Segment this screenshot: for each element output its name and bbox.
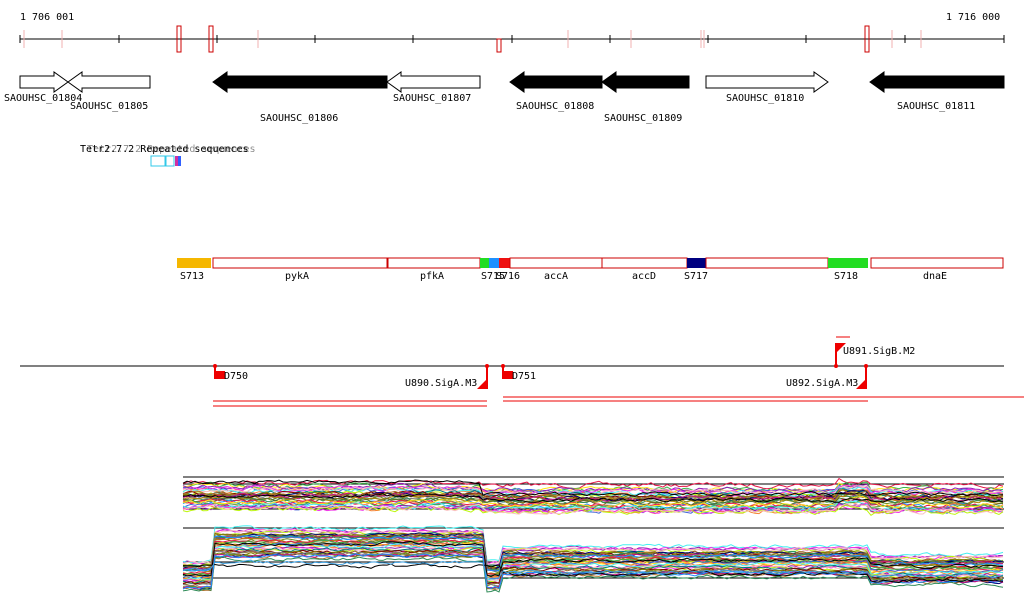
promoter-label: U891.SigB.M2 xyxy=(843,346,915,357)
segment-box[interactable] xyxy=(177,258,211,268)
gene-saouhsc_01805[interactable]: SAOUHSC_01805 xyxy=(67,71,151,112)
gene-saouhsc_01810[interactable]: SAOUHSC_01810 xyxy=(705,71,829,104)
ruler-hotspot-mark[interactable] xyxy=(496,38,502,53)
gene-arrow[interactable] xyxy=(869,71,1005,93)
coordinate-ruler xyxy=(19,25,1005,53)
gene-label: SAOUHSC_01811 xyxy=(897,101,975,112)
segment-s713[interactable]: S713 xyxy=(177,258,211,282)
segment-box[interactable] xyxy=(687,258,706,268)
segment-label: accA xyxy=(544,271,568,282)
repeat-box[interactable] xyxy=(175,156,178,166)
promoter-track: D750 U890.SigA.M3 D751 U891.SigB.M2 U892.Sig… xyxy=(20,336,1024,407)
axis-start-label: 1 706 001 xyxy=(20,12,75,23)
segment-box[interactable] xyxy=(499,258,510,268)
gene-arrow[interactable] xyxy=(67,71,151,93)
segment-box[interactable] xyxy=(705,257,829,269)
gene-saouhsc_01811[interactable]: SAOUHSC_01811 xyxy=(869,71,1005,112)
gene-saouhsc_01804[interactable]: SAOUHSC_01804 xyxy=(4,71,82,104)
segment-label: pykA xyxy=(285,271,309,282)
promoter-label: U892.SigA.M3 xyxy=(786,378,858,389)
promoter-d751[interactable]: D751 xyxy=(501,364,536,382)
segment-s716[interactable]: S716 xyxy=(496,258,520,282)
segment-label: S713 xyxy=(180,271,204,282)
segment-box[interactable] xyxy=(489,258,499,268)
promoter-label: U890.SigA.M3 xyxy=(405,378,477,389)
gene-label: SAOUHSC_01807 xyxy=(393,93,471,104)
ruler-ticks xyxy=(19,35,1005,43)
gene-label: SAOUHSC_01808 xyxy=(516,101,594,112)
gene-label: SAOUHSC_01805 xyxy=(70,101,148,112)
repeat-box[interactable] xyxy=(178,156,181,166)
segment-label: S715 xyxy=(481,271,505,282)
expression-lines xyxy=(182,477,1004,593)
repeat-track: Tetr2.7.2 Repeated sequences Tetr2.7.2 R… xyxy=(80,144,256,167)
segment-box[interactable] xyxy=(212,257,388,269)
segment-dnae[interactable]: dnaE xyxy=(870,257,1004,282)
ruler-hotspots xyxy=(23,25,922,53)
segment-s715[interactable]: S715 xyxy=(480,258,505,282)
promoter-u891-sigb-m2[interactable]: U891.SigB.M2 xyxy=(834,343,915,368)
repeat-label-overlap: Tetr2.7.2 Repeated sequences xyxy=(87,144,256,155)
gene-saouhsc_01809[interactable]: SAOUHSC_01809 xyxy=(601,71,690,124)
segment-label: S716 xyxy=(496,271,520,282)
ruler-hotspot-mark[interactable] xyxy=(176,25,182,53)
promoter-u892-siga-m3[interactable]: U892.SigA.M3 xyxy=(786,364,868,389)
gene-label: SAOUHSC_01804 xyxy=(4,93,82,104)
ruler-hotspot-mark[interactable] xyxy=(208,25,214,53)
segment-acca[interactable]: accA xyxy=(509,257,603,282)
gene-saouhsc_01808[interactable]: SAOUHSC_01808 xyxy=(509,71,603,112)
segment-box[interactable] xyxy=(828,258,868,268)
segment-label: accD xyxy=(632,271,656,282)
promoter-u890-siga-m3[interactable]: U890.SigA.M3 xyxy=(405,364,489,389)
gene-label: SAOUHSC_01810 xyxy=(726,93,804,104)
gene-saouhsc_01807[interactable]: SAOUHSC_01807 xyxy=(386,71,481,104)
segment-accd[interactable]: accD xyxy=(601,257,688,282)
segment-box[interactable] xyxy=(480,258,489,268)
segment-label: pfkA xyxy=(420,271,444,282)
gene-label: SAOUHSC_01809 xyxy=(604,113,682,124)
promoter-label: D751 xyxy=(512,371,536,382)
promoter-d750[interactable]: D750 xyxy=(213,364,248,382)
repeat-box[interactable] xyxy=(150,155,166,167)
segment-box[interactable] xyxy=(601,257,688,269)
segment[interactable] xyxy=(705,257,829,269)
gene-arrow[interactable] xyxy=(601,71,690,93)
ruler-hotspot-mark[interactable] xyxy=(864,25,870,53)
segment-label: S718 xyxy=(834,271,858,282)
repeat-label: Tetr2.7.2 Repeated sequences xyxy=(80,144,249,155)
segment-label: dnaE xyxy=(923,271,947,282)
gene-arrow[interactable] xyxy=(19,71,69,93)
gene-saouhsc_01806[interactable]: SAOUHSC_01806 xyxy=(212,71,388,124)
segment-box[interactable] xyxy=(387,257,481,269)
expression-panel xyxy=(182,476,1004,593)
segment-label: S717 xyxy=(684,271,708,282)
segment[interactable] xyxy=(489,258,499,268)
gene-arrow[interactable] xyxy=(509,71,603,93)
promoter-label: D750 xyxy=(224,371,248,382)
segment-s717[interactable]: S717 xyxy=(684,258,708,282)
gene-arrow[interactable] xyxy=(386,71,481,93)
segment-s718[interactable]: S718 xyxy=(828,258,868,282)
promoters: D750 U890.SigA.M3 D751 U891.SigB.M2 U892.Sig… xyxy=(213,343,915,389)
gene-arrow[interactable] xyxy=(212,71,388,93)
repeat-box[interactable] xyxy=(165,155,175,167)
axis-end-label: 1 716 000 xyxy=(946,12,1001,23)
segment-box[interactable] xyxy=(509,257,603,269)
gene-arrow[interactable] xyxy=(705,71,829,93)
segment-box[interactable] xyxy=(870,257,1004,269)
segment-pyka[interactable]: pykA xyxy=(212,257,388,282)
gene-label: SAOUHSC_01806 xyxy=(260,113,338,124)
segment-pfka[interactable]: pfkA xyxy=(387,257,481,282)
